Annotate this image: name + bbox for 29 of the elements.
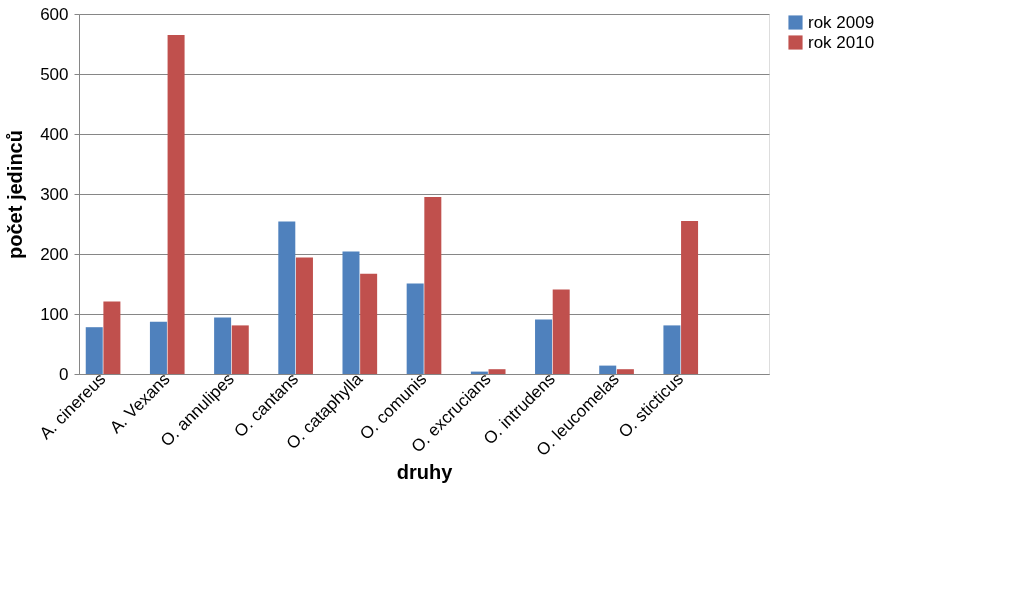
x-axis-title: druhy <box>396 460 454 483</box>
bar <box>599 365 617 374</box>
bar <box>149 321 167 374</box>
bar <box>342 251 360 374</box>
legend-label: rok 2009 <box>808 12 875 32</box>
bar <box>231 325 249 374</box>
bar <box>552 289 570 374</box>
bar <box>406 283 424 374</box>
bar <box>214 317 232 374</box>
bar <box>295 257 313 374</box>
bar <box>616 369 634 374</box>
legend-label: rok 2010 <box>808 32 875 52</box>
y-tick-label: 300 <box>40 184 69 204</box>
y-axis-title: počet jedinců <box>4 130 27 259</box>
bar <box>103 301 121 374</box>
y-tick-label: 600 <box>40 4 69 24</box>
bar <box>278 221 296 374</box>
bar <box>424 197 442 374</box>
bar <box>360 273 378 374</box>
bar <box>167 35 185 374</box>
y-tick-label: 400 <box>40 124 69 144</box>
bar <box>85 327 103 374</box>
y-tick-label: 100 <box>40 304 69 324</box>
y-tick-label: 500 <box>40 64 69 84</box>
bar <box>535 319 553 374</box>
bar <box>681 221 699 374</box>
bar <box>663 325 681 374</box>
bar <box>488 369 506 374</box>
y-tick-label: 200 <box>40 244 69 264</box>
